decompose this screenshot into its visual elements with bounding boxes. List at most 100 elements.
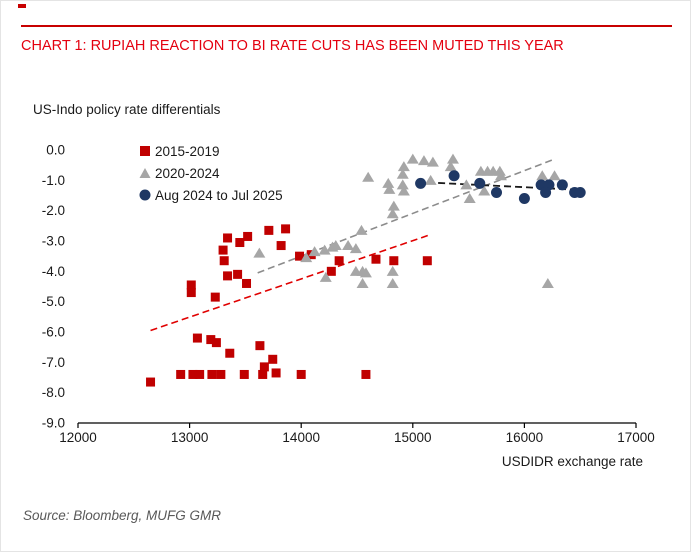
data-point: [259, 362, 269, 372]
legend: 2015-2019 2020-2024 Aug 2024 to Jul 2025: [139, 140, 283, 206]
data-point: [417, 155, 430, 166]
y-tick-label: -9.0: [42, 416, 65, 431]
legend-label: Aug 2024 to Jul 2025: [155, 187, 283, 203]
data-point: [548, 170, 561, 181]
x-tick-label: 17000: [617, 430, 655, 445]
data-point: [355, 224, 368, 235]
data-point: [176, 369, 186, 379]
source-note: Source: Bloomberg, MUFG GMR: [23, 508, 222, 523]
y-axis: 0.0 -1.0 -2.0 -3.0 -4.0 -5.0 -6.0 -7.0 -8.0 -9.0: [42, 143, 65, 431]
data-point: [326, 266, 336, 276]
data-point: [186, 280, 196, 290]
data-point: [397, 161, 410, 172]
data-point: [383, 183, 396, 194]
data-point: [192, 333, 202, 343]
data-point: [448, 170, 460, 182]
data-point: [349, 243, 362, 254]
data-point: [188, 369, 198, 379]
y-tick-label: -6.0: [42, 325, 65, 340]
data-point: [491, 186, 502, 198]
data-point: [359, 267, 372, 278]
x-axis-title: USDIDR exchange rate: [502, 454, 643, 469]
data-point: [362, 171, 375, 182]
y-tick-label: -3.0: [42, 234, 65, 249]
data-point: [264, 225, 274, 235]
data-point: [574, 186, 586, 198]
data-point: [371, 254, 381, 264]
data-point: [216, 369, 226, 379]
y-tick-label: 0.0: [46, 143, 65, 158]
data-point: [235, 238, 245, 248]
trendlines: [150, 158, 583, 332]
legend-triangle-icon: [139, 167, 151, 179]
legend-item: Aug 2024 to Jul 2025: [139, 184, 283, 206]
data-point: [361, 369, 371, 379]
data-point: [446, 153, 459, 164]
data-point: [318, 244, 331, 255]
data-point: [386, 208, 399, 219]
data-point: [195, 369, 205, 379]
y-tick-label: -4.0: [42, 264, 65, 279]
y-tick-label: -8.0: [42, 385, 65, 400]
data-point: [556, 179, 568, 191]
data-point: [356, 277, 369, 288]
legend-item: 2020-2024: [139, 162, 283, 184]
data-point: [494, 170, 507, 181]
data-point: [540, 186, 552, 198]
axis-subtitle: US-Indo policy rate differentials: [33, 102, 221, 117]
x-tick-label: 15000: [394, 430, 432, 445]
data-point: [444, 161, 457, 172]
data-point: [242, 278, 252, 288]
data-point: [295, 251, 305, 261]
data-point: [426, 156, 439, 167]
data-point: [342, 240, 355, 251]
data-point: [415, 177, 427, 189]
data-point: [219, 256, 229, 266]
series-square: [146, 224, 432, 387]
y-tick-label: -2.0: [42, 203, 65, 218]
data-point: [396, 168, 409, 179]
x-tick-label: 13000: [171, 430, 209, 445]
x-tick-label: 16000: [506, 430, 544, 445]
x-axis: 12000 13000 14000 15000 16000 17000 USDIDR exc…: [59, 422, 655, 469]
data-point: [334, 256, 344, 266]
data-point: [233, 269, 243, 279]
data-point: [276, 241, 286, 251]
data-point: [463, 193, 476, 204]
legend-square-icon: [139, 145, 151, 157]
data-point: [319, 271, 332, 282]
data-point: [218, 245, 228, 255]
data-point: [268, 354, 278, 364]
data-point: [211, 338, 221, 348]
data-point: [386, 277, 399, 288]
series-triangle: [253, 153, 561, 288]
y-tick-label: -7.0: [42, 355, 65, 370]
data-point: [493, 165, 506, 176]
data-point: [207, 369, 217, 379]
data-point: [518, 193, 530, 205]
x-tick-label: 12000: [59, 430, 97, 445]
data-point: [541, 277, 554, 288]
data-point: [223, 233, 233, 243]
trendline-Aug 2024 to Jul 2025: [416, 180, 583, 191]
data-point: [308, 246, 321, 257]
data-point: [397, 185, 410, 196]
trendline-2015-2019: [150, 234, 430, 332]
data-point: [422, 256, 432, 266]
data-point: [210, 292, 220, 302]
data-point: [258, 369, 268, 379]
data-point: [255, 341, 265, 351]
data-point: [478, 185, 491, 196]
data-point: [253, 247, 266, 258]
logo-mark: [18, 4, 26, 8]
data-point: [424, 174, 437, 185]
legend-label: 2015-2019: [155, 143, 220, 159]
data-point: [239, 369, 249, 379]
data-point: [146, 377, 156, 387]
data-point: [186, 288, 196, 298]
legend-circle-icon: [139, 189, 151, 201]
chart-title: CHART 1: RUPIAH REACTION TO BI RATE CUTS…: [21, 38, 564, 54]
data-point: [389, 256, 399, 266]
